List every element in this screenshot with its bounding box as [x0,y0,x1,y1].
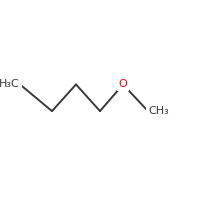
Text: CH₃: CH₃ [148,106,169,116]
Text: O: O [119,79,127,89]
Text: H₃C: H₃C [0,79,20,89]
